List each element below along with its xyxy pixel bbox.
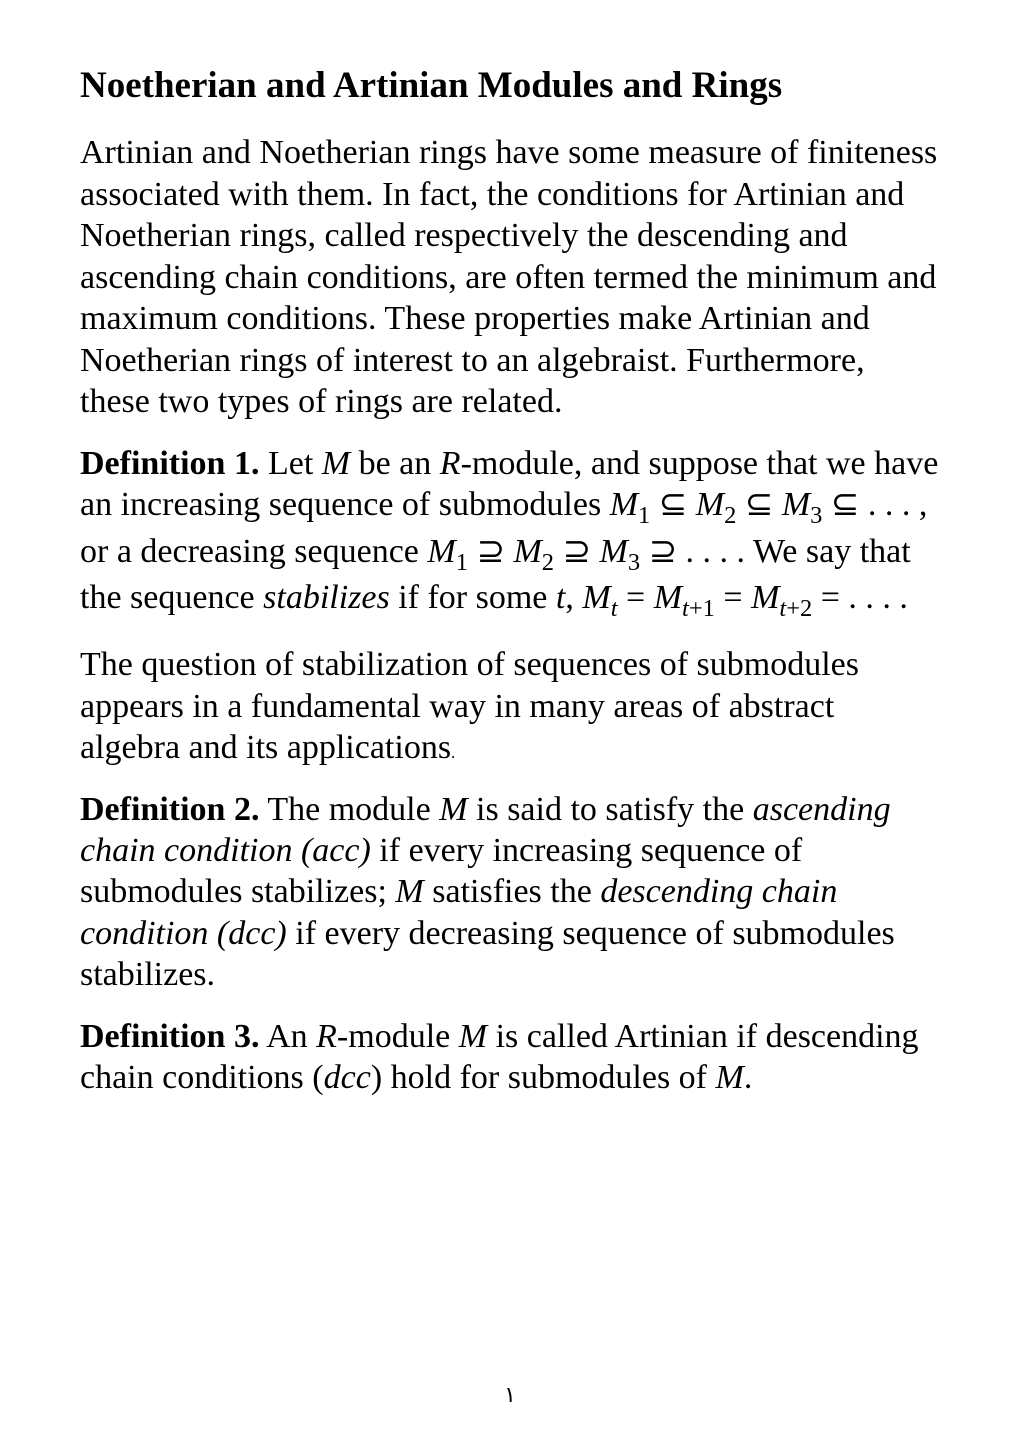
text: The module [259,791,439,828]
text: An [259,1018,316,1055]
stabilization-paragraph: The question of stabilization of sequenc… [80,644,940,768]
subscript: 1 [638,502,650,529]
subscript-plus: +2 [786,595,812,622]
subscript: t [611,595,618,622]
subscript-plus: +1 [689,595,715,622]
math-var: M [427,533,455,570]
math-var: M [600,533,628,570]
operator: ⊇ [554,533,600,570]
text: be an [350,445,440,482]
text: . [744,1059,753,1096]
subscript: 3 [810,502,822,529]
page-number: ١ [504,1382,516,1408]
subscript: 2 [542,549,554,576]
text: -module [337,1018,459,1055]
operator: = [715,579,751,616]
subscript: 3 [628,549,640,576]
math-var: M [654,579,682,616]
variable-M: M [716,1059,744,1096]
math-var: M [751,579,779,616]
math-var: M [696,486,724,523]
page-title: Noetherian and Artinian Modules and Ring… [80,64,940,108]
text: ) hold for submodules of [371,1059,716,1096]
subscript: 2 [724,502,736,529]
operator: ⊆ [736,486,782,523]
text: , [565,579,582,616]
definition-1-label: Definition 1. [80,445,259,482]
definition-2: Definition 2. The module M is said to sa… [80,789,940,996]
text: ⊇ . . . . [640,533,753,570]
variable-M: M [322,445,350,482]
variable-t: t [556,579,565,616]
period: . [451,743,455,762]
subscript: t [682,595,689,622]
math-var: M [582,579,610,616]
text: ⊆ . . . [822,486,919,523]
operator: = [618,579,654,616]
variable-M: M [395,873,423,910]
term-stabilizes: stabilizes [263,579,390,616]
text: satisfies the [424,873,601,910]
definition-3-label: Definition 3. [80,1018,259,1055]
text: The question of stabilization of sequenc… [80,646,859,766]
math-var: M [782,486,810,523]
term-dcc: dcc [324,1059,371,1096]
text: = . . . . [812,579,908,616]
text: Let [259,445,321,482]
variable-R: R [440,445,461,482]
operator: ⊆ [650,486,696,523]
text: is said to satisfy the [468,791,753,828]
math-var: M [513,533,541,570]
intro-paragraph: Artinian and Noetherian rings have some … [80,132,940,422]
text: if for some [390,579,556,616]
definition-3: Definition 3. An R-module M is called Ar… [80,1016,940,1099]
variable-M: M [459,1018,487,1055]
operator: ⊇ [468,533,514,570]
variable-M: M [439,791,467,828]
variable-R: R [316,1018,337,1055]
definition-2-label: Definition 2. [80,791,259,828]
subscript: 1 [456,549,468,576]
definition-1: Definition 1. Let M be an R-module, and … [80,443,940,624]
math-var: M [610,486,638,523]
